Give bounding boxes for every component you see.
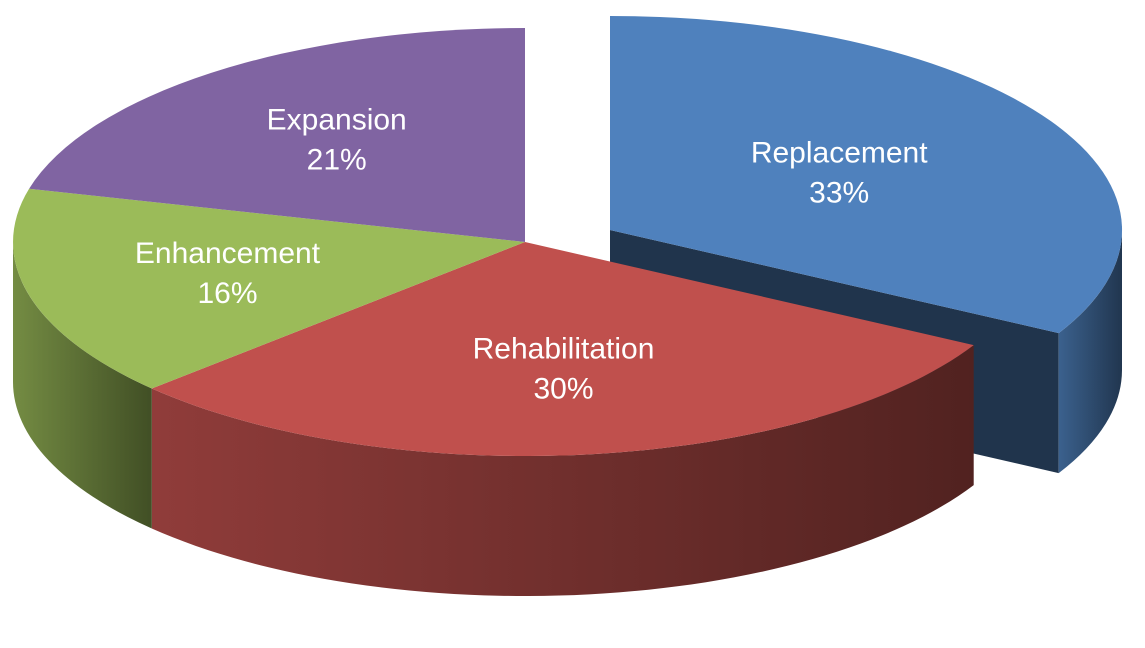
data-label-category: Replacement [751, 136, 928, 169]
tops-layer [13, 28, 974, 457]
data-label-category: Rehabilitation [473, 332, 655, 365]
data-label-value: 30% [533, 372, 593, 405]
labels-layer: Replacement 33% Rehabilitation 30% Enhanceme… [135, 103, 928, 405]
pie-slice [610, 16, 1123, 334]
walls-layer [13, 242, 974, 597]
data-label-value: 33% [809, 176, 869, 209]
data-label-category: Expansion [267, 103, 407, 136]
data-label-value: 21% [307, 143, 367, 176]
slice-wall [151, 345, 974, 597]
pie-slice [29, 28, 525, 242]
data-label-category: Enhancement [135, 237, 321, 270]
slice-wall [13, 242, 152, 529]
pie-slice [13, 188, 525, 389]
slice-wall [1058, 230, 1122, 474]
pie-slice [151, 242, 974, 457]
data-label-value: 16% [197, 277, 257, 310]
